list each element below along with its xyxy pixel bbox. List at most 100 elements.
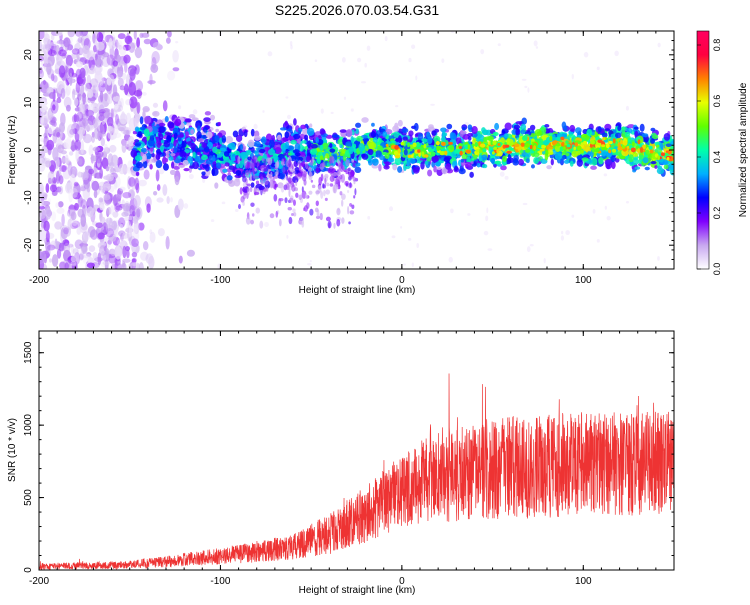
- heatmap-cell: [515, 148, 519, 153]
- heatmap-cell: [319, 128, 326, 135]
- heatmap-cell: [520, 123, 527, 131]
- heatmap-cell: [458, 145, 462, 150]
- colorbar: 0.0 0.2 0.4 0.6 0.8 Normalized spectral ampl…: [696, 30, 749, 275]
- heatmap-cell: [124, 83, 129, 96]
- heatmap-cell: [178, 255, 183, 264]
- heatmap-cell: [531, 138, 535, 142]
- heatmap-cell: [112, 95, 121, 102]
- heatmap-cell: [50, 240, 56, 249]
- heatmap-cell: [508, 147, 514, 151]
- heatmap-cell: [467, 144, 471, 149]
- heatmap-cell: [182, 159, 189, 166]
- heatmap-cell: [58, 242, 65, 252]
- heatmap-cell: [504, 175, 509, 180]
- heatmap-cell: [91, 180, 100, 192]
- heatmap-cell: [43, 220, 50, 232]
- heatmap-cell: [152, 102, 159, 108]
- heatmap-cell: [78, 253, 84, 261]
- snr-x-label: Height of straight line (km): [299, 585, 416, 596]
- heatmap-cell: [467, 132, 474, 137]
- heatmap-cell: [148, 255, 155, 269]
- heatmap-cell: [261, 157, 265, 162]
- heatmap-cell: [650, 138, 655, 144]
- heatmap-cell: [45, 245, 51, 257]
- heatmap-cell: [319, 155, 324, 161]
- heatmap-cell: [319, 212, 323, 221]
- heatmap-cell: [518, 158, 525, 166]
- heatmap-cell: [256, 160, 260, 167]
- heatmap-cell: [412, 142, 417, 148]
- heatmap-cell: [346, 182, 349, 187]
- heatmap-cell: [77, 126, 86, 136]
- heatmap-cell: [124, 61, 128, 73]
- heatmap-cell: [44, 160, 52, 168]
- heatmap-cell: [230, 156, 237, 162]
- heatmap-cell: [92, 118, 98, 129]
- heatmap-cell: [88, 67, 97, 75]
- heatmap-cell: [41, 157, 51, 164]
- heatmap-cell: [40, 137, 48, 143]
- heatmap-cell: [644, 166, 650, 171]
- heatmap-cell: [136, 102, 141, 114]
- heatmap-cell: [288, 159, 292, 168]
- heatmap-cell: [167, 31, 172, 38]
- heatmap-cell: [468, 136, 472, 141]
- heatmap-cell: [255, 207, 260, 214]
- heatmap-cell: [201, 171, 206, 176]
- heatmap-cell: [122, 232, 129, 239]
- heatmap-cell: [560, 141, 565, 147]
- heatmap-cell: [329, 155, 334, 164]
- heatmap-cell: [317, 185, 322, 191]
- heatmap-cell: [303, 207, 306, 212]
- heatmap-cell: [39, 209, 47, 220]
- heatmap-cell: [186, 249, 195, 257]
- heatmap-cell: [178, 164, 185, 169]
- heatmap-cell: [75, 81, 81, 94]
- heatmap-cell: [529, 244, 534, 247]
- heatmap-cell: [321, 161, 326, 168]
- heatmap-cell: [88, 245, 96, 252]
- heatmap-cell: [221, 135, 227, 143]
- heatmap-cell: [54, 128, 61, 133]
- heatmap-cell: [151, 50, 160, 64]
- heatmap-cell: [80, 199, 87, 209]
- heatmap-cell: [397, 119, 403, 127]
- heatmap-cell: [469, 171, 474, 178]
- heatmap-cell: [52, 104, 56, 111]
- heatmap-cell: [79, 67, 86, 79]
- heatmap-cell: [563, 159, 570, 164]
- heatmap-cell: [274, 183, 277, 191]
- heatmap-cell: [324, 177, 327, 185]
- heatmap-cell: [595, 145, 601, 149]
- heatmap-cell: [95, 58, 104, 68]
- heatmap-cell: [571, 214, 575, 218]
- heatmap-cell: [134, 143, 141, 147]
- heatmap-cell: [269, 174, 272, 179]
- heatmap-cell: [338, 168, 341, 176]
- heatmap-cell: [149, 135, 155, 140]
- heatmap-cell: [41, 200, 51, 206]
- heatmap-cell: [142, 160, 148, 169]
- heatmap-cell: [62, 239, 70, 247]
- heatmap-cell: [617, 146, 623, 151]
- heatmap-cell: [494, 160, 502, 165]
- heatmap-cell: [143, 38, 152, 45]
- heatmap-cell: [342, 153, 347, 162]
- heatmap-cell: [514, 143, 520, 148]
- heatmap-cell: [450, 132, 457, 140]
- heatmap-cell: [240, 151, 247, 158]
- heatmap-cell: [288, 188, 291, 198]
- heatmap-cell: [39, 102, 43, 108]
- heatmap-cell: [46, 244, 56, 251]
- heatmap-cell: [78, 88, 82, 95]
- heatmap-cell: [47, 38, 52, 50]
- heatmap-cell: [105, 173, 114, 182]
- heatmap-cell: [364, 62, 367, 68]
- heatmap-cell: [423, 143, 427, 149]
- heatmap-cell: [329, 148, 336, 153]
- heatmap-cell: [292, 169, 296, 176]
- heatmap-cell: [371, 164, 379, 169]
- heatmap-cell: [85, 124, 94, 131]
- heatmap-cell: [343, 96, 347, 100]
- heatmap-cell: [117, 70, 124, 78]
